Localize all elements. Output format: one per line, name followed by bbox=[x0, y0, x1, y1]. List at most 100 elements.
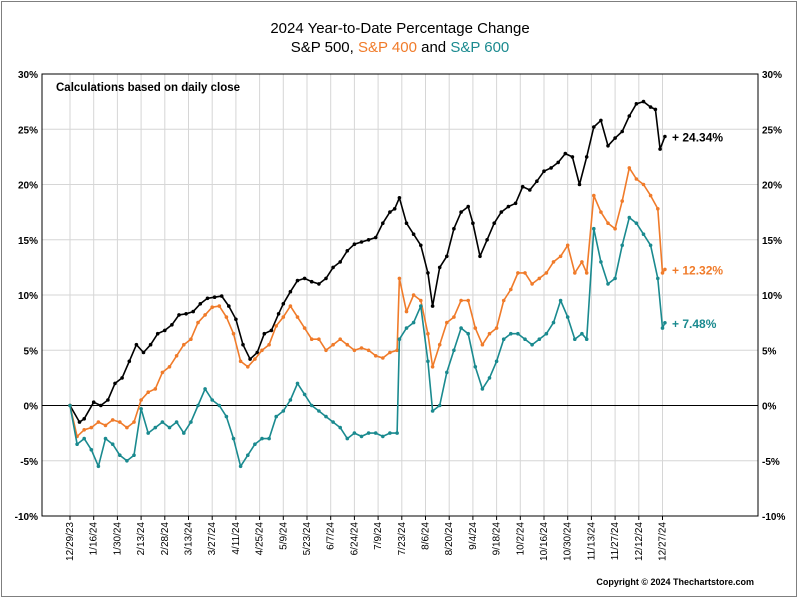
data-point bbox=[501, 337, 506, 342]
data-point bbox=[99, 403, 103, 408]
data-point bbox=[281, 302, 286, 306]
data-point bbox=[397, 337, 402, 342]
data-point bbox=[106, 398, 110, 402]
data-point bbox=[663, 321, 667, 325]
data-point bbox=[599, 118, 603, 123]
x-tick-label: 1/30/24 bbox=[112, 522, 123, 556]
x-tick-label: 7/23/24 bbox=[397, 522, 408, 556]
data-point bbox=[174, 354, 179, 358]
data-point bbox=[573, 271, 577, 275]
data-point bbox=[331, 342, 335, 347]
data-point bbox=[288, 304, 293, 308]
data-point bbox=[210, 398, 214, 402]
data-point bbox=[373, 354, 378, 358]
data-point bbox=[234, 317, 238, 322]
data-point bbox=[281, 409, 286, 413]
data-point bbox=[167, 365, 172, 369]
data-point bbox=[110, 442, 115, 447]
x-tick-label: 7/9/24 bbox=[373, 522, 384, 550]
data-point bbox=[660, 271, 665, 275]
data-point bbox=[227, 304, 231, 308]
data-point bbox=[205, 296, 210, 301]
data-point bbox=[163, 328, 167, 333]
data-point bbox=[352, 242, 357, 246]
data-point bbox=[231, 436, 236, 441]
data-point bbox=[584, 271, 589, 275]
data-point bbox=[96, 420, 101, 424]
data-point bbox=[224, 414, 229, 419]
data-point bbox=[478, 254, 482, 259]
data-point bbox=[231, 331, 236, 336]
data-point bbox=[317, 337, 321, 342]
data-point bbox=[345, 436, 350, 441]
x-tick-label: 12/29/23 bbox=[65, 522, 76, 561]
x-tick-label: 11/13/24 bbox=[586, 522, 597, 561]
data-point bbox=[146, 431, 150, 435]
y-tick-label-left: 30% bbox=[18, 70, 38, 81]
data-point bbox=[641, 182, 646, 187]
data-point bbox=[89, 447, 94, 452]
data-point bbox=[627, 114, 632, 118]
y-tick-label-right: 15% bbox=[762, 236, 782, 247]
data-point bbox=[613, 226, 617, 231]
data-point bbox=[426, 359, 430, 364]
data-point bbox=[592, 193, 596, 198]
data-point bbox=[96, 464, 101, 469]
series-s-p-400 bbox=[68, 166, 667, 439]
data-point bbox=[523, 271, 527, 275]
series-line bbox=[69, 167, 666, 438]
data-point bbox=[75, 442, 79, 447]
data-point bbox=[295, 315, 300, 319]
data-point bbox=[473, 326, 478, 330]
data-point bbox=[373, 235, 378, 240]
data-point bbox=[584, 337, 589, 342]
data-point bbox=[411, 320, 416, 325]
x-tick-label: 9/18/24 bbox=[492, 522, 503, 556]
data-point bbox=[302, 276, 307, 281]
data-point bbox=[366, 348, 371, 353]
data-point bbox=[224, 315, 229, 319]
x-tick-label: 5/23/24 bbox=[302, 522, 313, 556]
data-point bbox=[203, 387, 207, 391]
x-tick-label: 9/4/24 bbox=[468, 522, 479, 550]
data-point bbox=[118, 420, 122, 424]
data-point bbox=[388, 210, 392, 214]
data-point bbox=[388, 431, 392, 435]
data-point bbox=[210, 305, 214, 310]
data-point bbox=[174, 420, 179, 424]
data-point bbox=[520, 184, 525, 189]
data-point bbox=[580, 331, 584, 336]
data-point bbox=[309, 279, 314, 284]
series-s-p-500 bbox=[68, 99, 667, 424]
data-point bbox=[118, 453, 122, 458]
data-point bbox=[535, 179, 539, 183]
y-tick-label-right: 25% bbox=[762, 125, 782, 136]
data-point bbox=[606, 221, 610, 225]
data-point bbox=[487, 331, 492, 336]
data-point bbox=[537, 276, 542, 281]
data-point bbox=[430, 409, 435, 413]
y-tick-label-left: 20% bbox=[18, 181, 38, 192]
data-point bbox=[381, 356, 385, 360]
data-point bbox=[295, 381, 300, 386]
data-point bbox=[274, 414, 279, 419]
data-point bbox=[155, 331, 160, 336]
data-point bbox=[404, 309, 409, 314]
data-point bbox=[634, 221, 639, 225]
data-point bbox=[120, 376, 124, 380]
series-line bbox=[69, 100, 666, 423]
data-point bbox=[324, 276, 328, 281]
data-point bbox=[537, 337, 542, 342]
data-point bbox=[648, 193, 653, 198]
data-point bbox=[132, 420, 136, 424]
data-point bbox=[217, 403, 222, 408]
data-point bbox=[381, 434, 385, 439]
data-point bbox=[494, 359, 499, 364]
data-point bbox=[198, 302, 203, 306]
data-point bbox=[153, 425, 158, 430]
data-point bbox=[395, 348, 399, 353]
data-point bbox=[127, 359, 132, 364]
data-point bbox=[494, 326, 499, 330]
data-point bbox=[445, 254, 449, 259]
